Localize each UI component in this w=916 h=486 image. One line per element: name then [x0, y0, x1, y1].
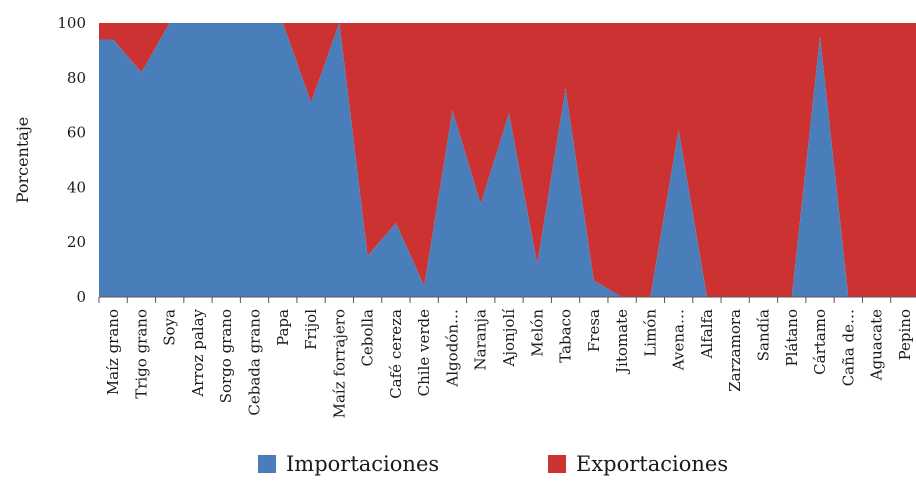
legend-swatch-exportaciones: [548, 455, 566, 473]
x-tick-label: Aguacate: [868, 309, 886, 381]
x-tick-label: Tabaco: [557, 309, 575, 363]
legend-item-importaciones: Importaciones: [258, 452, 439, 476]
area-exportaciones: [99, 23, 916, 297]
x-tick-label: Melón: [528, 309, 546, 357]
x-tick-label: Pepino: [896, 309, 914, 360]
x-tick-label: Chile verde: [415, 309, 433, 397]
x-tick-label: Maíz forrajero: [330, 309, 348, 418]
x-tick-label: Trigo grano: [132, 309, 150, 399]
x-axis-ticks: Maíz grano Trigo grano Soya Arroz palay Sorg…: [104, 308, 914, 418]
chart-areas: [99, 23, 916, 297]
y-tick-label: 80: [67, 69, 86, 87]
x-tick-label: Zarzamora: [726, 309, 744, 392]
legend: Importaciones Exportaciones: [0, 452, 916, 484]
y-tick-label: 100: [57, 14, 86, 32]
x-tick-label: Sorgo grano: [217, 309, 235, 403]
x-tick-label: Alfalfa: [698, 309, 716, 359]
area-importaciones: [99, 23, 916, 297]
legend-item-exportaciones: Exportaciones: [548, 452, 728, 476]
x-tick-label: Cebolla: [359, 309, 377, 367]
x-tick-label: Arroz palay: [189, 308, 207, 397]
y-axis-ticks: 0 20 40 60 80 100: [57, 14, 86, 306]
x-tick-label: Soya: [161, 309, 179, 346]
legend-label-importaciones: Importaciones: [286, 452, 440, 476]
y-tick-label: 60: [67, 124, 86, 142]
x-tick-label: Frijol: [302, 309, 320, 350]
chart-axes: [98, 296, 916, 303]
legend-label-exportaciones: Exportaciones: [576, 452, 729, 476]
x-tick-label: Sandía: [754, 309, 772, 361]
x-tick-label: Papa: [274, 309, 292, 346]
y-tick-label: 40: [67, 178, 86, 196]
y-axis-title: Porcentaje: [13, 117, 32, 204]
x-tick-label: Caña de…: [839, 309, 857, 386]
x-tick-label: Café cereza: [387, 309, 405, 399]
x-tick-label: Fresa: [585, 309, 603, 352]
stacked-area-chart: 0 20 40 60 80 100 Maíz grano Trigo grano Soya Ar…: [13, 14, 916, 418]
x-tick-label: Maíz grano: [104, 309, 122, 395]
x-tick-label: Ajonjolí: [500, 309, 518, 368]
x-tick-label: Jitomate: [613, 309, 631, 375]
x-tick-label: Naranja: [472, 309, 490, 370]
y-tick-label: 0: [76, 288, 86, 306]
x-tick-label: Cártamo: [811, 309, 829, 375]
x-tick-label: Avena…: [670, 309, 688, 371]
x-tick-label: Limón: [641, 309, 659, 357]
x-tick-label: Cebada grano: [246, 309, 264, 416]
x-tick-label: Plátano: [783, 309, 801, 367]
x-tick-label: Algodón…: [443, 309, 461, 388]
legend-swatch-importaciones: [258, 455, 276, 473]
y-tick-label: 20: [67, 233, 86, 251]
